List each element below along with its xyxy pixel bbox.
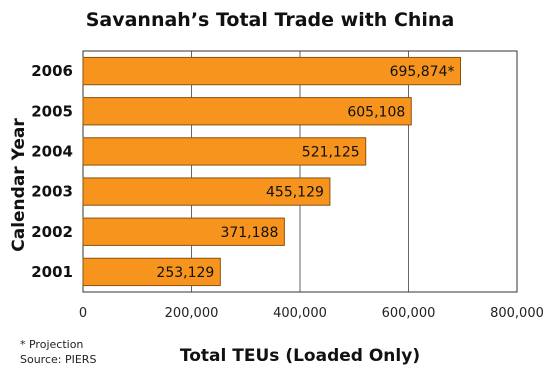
y-tick-label: 2006 [31,62,73,80]
plot-area: 0 200,000 400,000 600,000 800,000 695,874* 200… [31,50,544,321]
source-note: Source: PIERS [20,353,96,366]
chart-title: Savannah’s Total Trade with China [86,9,455,31]
projection-note: * Projection [20,338,83,351]
x-axis-label: Total TEUs (Loaded Only) [180,346,420,366]
bar-value-label: 605,108 [347,104,405,120]
bar [82,97,412,126]
x-tick-label: 600,000 [382,306,436,321]
y-tick-label: 2001 [31,263,73,281]
x-tick-label: 200,000 [165,306,219,321]
x-tick-label: 400,000 [273,306,327,321]
bar [82,56,462,86]
bar-value-label: 371,188 [220,225,278,241]
y-tick-label: 2002 [31,223,73,241]
x-tick-label: 800,000 [490,306,544,321]
y-tick-label: 2003 [31,183,73,201]
y-axis-label: Calendar Year [9,118,29,252]
bar [82,177,331,206]
plot-frame [82,50,518,293]
x-tick-label: 0 [79,306,87,321]
bar [82,137,367,166]
y-tick-label: 2004 [31,142,73,160]
y-tick-label: 2005 [31,102,73,120]
bar [82,257,221,287]
bar [82,217,285,246]
bar-value-label: 521,125 [302,144,360,160]
bar-value-label: 253,129 [156,265,214,281]
bar-value-label: 695,874* [390,64,455,80]
bar-value-label: 455,129 [266,185,324,201]
